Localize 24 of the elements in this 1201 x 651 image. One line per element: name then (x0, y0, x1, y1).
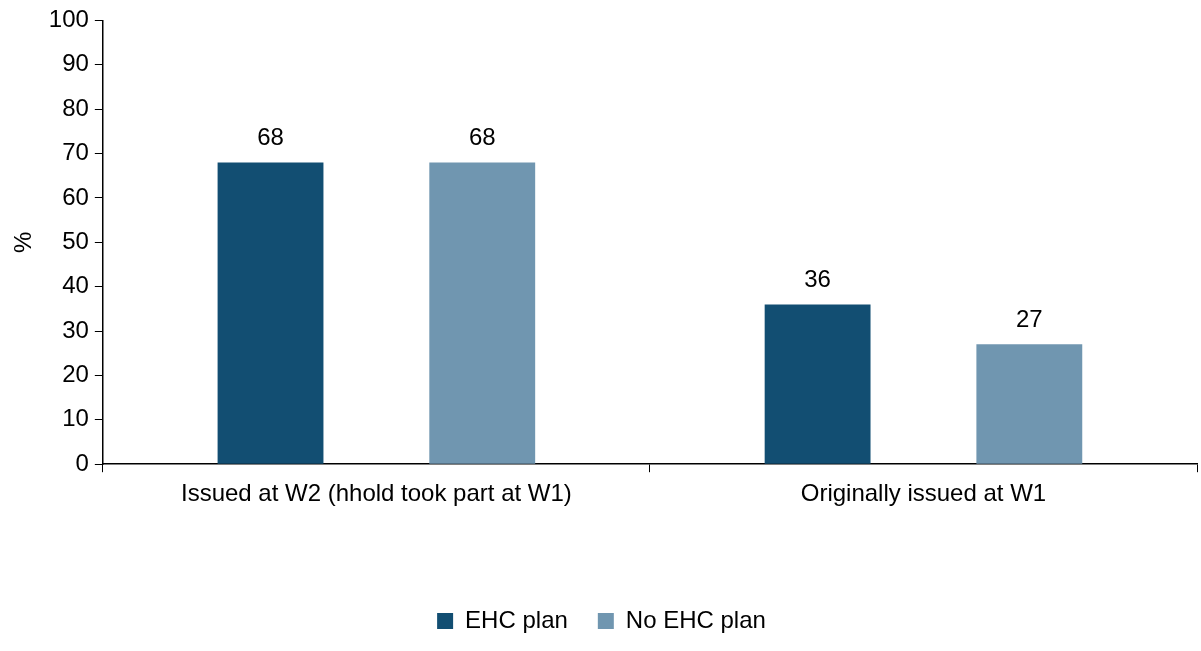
bar (764, 304, 871, 464)
bar (429, 162, 536, 464)
y-tick-label: 40 (62, 271, 89, 299)
legend-label: No EHC plan (625, 605, 766, 633)
data-label: 27 (1015, 305, 1043, 332)
y-tick-label: 60 (62, 182, 89, 210)
bar (217, 162, 324, 464)
y-tick-label: 10 (62, 404, 89, 432)
y-tick-label: 30 (62, 315, 89, 343)
x-tick-label: Originally issued at W1 (800, 479, 1047, 507)
y-tick-label: 20 (62, 360, 89, 388)
bar (976, 344, 1083, 464)
legend-label: EHC plan (465, 605, 568, 633)
y-tick-label: 80 (62, 93, 89, 121)
y-tick-label: 70 (62, 138, 89, 166)
data-label: 68 (257, 123, 284, 151)
y-tick-label: 50 (62, 226, 89, 254)
data-label: 36 (804, 265, 831, 293)
y-tick-label: 100 (48, 5, 89, 33)
y-axis-title: % (9, 231, 37, 253)
y-tick-label: 0 (75, 448, 89, 476)
x-tick-label: Issued at W2 (hhold took part at W1) (180, 479, 572, 507)
y-tick-label: 90 (62, 49, 89, 77)
data-label: 68 (468, 123, 496, 151)
